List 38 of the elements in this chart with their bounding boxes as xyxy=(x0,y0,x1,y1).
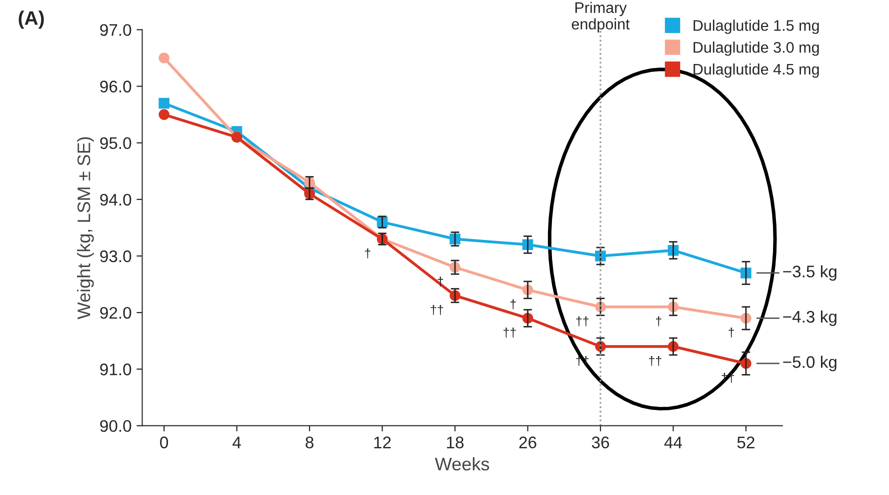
x-tick-label: 4 xyxy=(232,436,241,448)
y-tick-label: 97.0 xyxy=(100,24,132,36)
ref-line-label: Primary endpoint xyxy=(572,2,630,33)
x-tick-label: 8 xyxy=(306,436,314,448)
x-tick-label: 36 xyxy=(592,436,610,448)
point xyxy=(158,98,170,109)
chart-title: (A) xyxy=(18,10,44,29)
x-axis-title: Weeks xyxy=(434,457,490,470)
x-tick-label: 44 xyxy=(664,436,682,448)
y-tick-label: 95.0 xyxy=(100,137,132,150)
annotation: † xyxy=(656,316,662,326)
x-tick-label: 18 xyxy=(447,436,464,448)
y-axis-title: Weight (kg, LSM ± SE) xyxy=(77,137,94,320)
legend-label: Dulaglutide 4.5 mg xyxy=(694,63,819,78)
annotation: †† xyxy=(430,305,444,315)
annotation: † xyxy=(728,328,734,338)
y-tick-label: 96.0 xyxy=(100,80,132,92)
legend-label: Dulaglutide 3.0 mg xyxy=(694,42,819,56)
annotation: †† xyxy=(649,356,662,366)
y-tick-label: 92.0 xyxy=(100,306,132,319)
y-tick-label: 90.0 xyxy=(100,420,132,432)
x-tick-label: 26 xyxy=(519,436,536,448)
y-tick-label: 94.0 xyxy=(100,194,132,206)
annotation: −5.0 kg xyxy=(783,356,836,372)
annotation: −3.5 kg xyxy=(783,265,836,281)
legend-label: Dulaglutide 1.5 mg xyxy=(694,20,819,34)
x-tick-label: 12 xyxy=(374,436,391,448)
annotation: †† xyxy=(504,328,516,338)
annotation: † xyxy=(365,248,370,258)
annotation: †† xyxy=(576,316,589,326)
point xyxy=(158,52,170,64)
x-tick-label: 52 xyxy=(737,436,754,448)
point xyxy=(158,109,170,120)
y-tick-label: 93.0 xyxy=(100,250,132,262)
y-tick-label: 91.0 xyxy=(100,364,132,376)
annotation: −4.3 kg xyxy=(783,310,836,326)
x-tick-label: 0 xyxy=(160,436,168,448)
annotation: † xyxy=(510,299,516,310)
